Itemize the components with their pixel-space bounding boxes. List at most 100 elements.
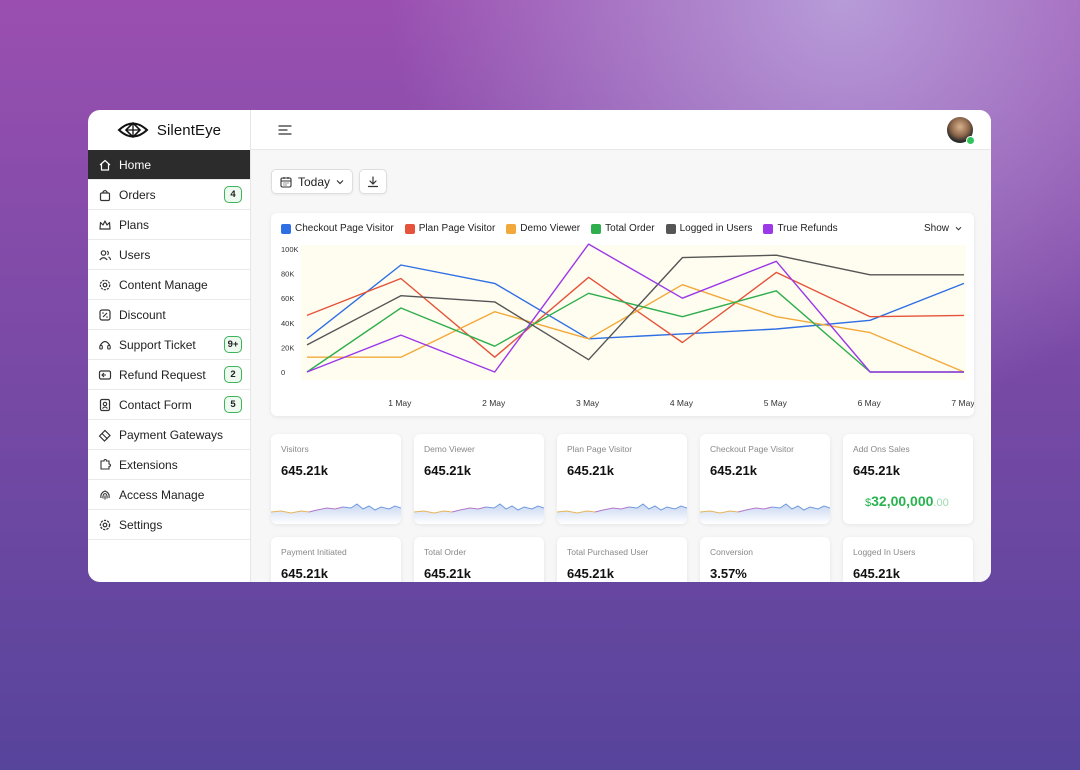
sidebar-item-content-manage[interactable]: Content Manage (88, 270, 250, 300)
legend-item[interactable]: True Refunds (763, 223, 838, 234)
legend-item[interactable]: Plan Page Visitor (404, 223, 495, 234)
sidebar-item-contact-form[interactable]: Contact Form 5 (88, 390, 250, 420)
sidebar-item-support-ticket[interactable]: Support Ticket 9+ (88, 330, 250, 360)
sidebar-item-label: Orders (119, 187, 156, 202)
calendar-icon (280, 176, 292, 188)
puzzle-icon (98, 458, 112, 472)
x-tick-label: 6 May (858, 398, 882, 408)
brand[interactable]: SilentEye (88, 110, 250, 150)
x-tick-label: 2 May (482, 398, 506, 408)
stat-label: Payment Initiated (281, 547, 347, 557)
sidebar-item-home[interactable]: Home (88, 150, 250, 180)
y-tick-label: 60K (281, 294, 294, 303)
y-tick-label: 20K (281, 343, 294, 352)
main-content: Today Checkout Page Visitor Plan Page Vis… (251, 110, 991, 582)
home-icon (98, 158, 112, 172)
legend-label: Demo Viewer (520, 223, 581, 234)
legend-swatch (281, 223, 291, 234)
y-tick-label: 40K (281, 319, 294, 328)
count-badge: 9+ (224, 336, 242, 353)
stat-value: 645.21k (567, 566, 614, 581)
download-button[interactable] (359, 169, 388, 194)
avatar[interactable] (947, 116, 975, 145)
stat-label: Total Order (424, 547, 467, 557)
series-line (306, 264, 965, 340)
sidebar-item-label: Home (119, 157, 152, 172)
stat-label: Add Ons Sales (853, 444, 910, 454)
sidebar-item-label: Payment Gateways (119, 427, 224, 442)
headset-icon (98, 338, 112, 352)
fingerprint-icon (98, 488, 112, 502)
gear-icon (98, 518, 112, 532)
legend-item[interactable]: Checkout Page Visitor (281, 223, 394, 234)
stat-card[interactable]: Demo Viewer 645.21k (414, 434, 544, 524)
legend-swatch (665, 223, 676, 234)
stat-value: 645.21k (853, 566, 900, 581)
stat-value: 3.57% (710, 566, 747, 581)
stat-label: Visitors (281, 444, 309, 454)
line-chart: 100K 80K 60K 40K 20K 0 1 May 2 May 3 May 4 May 5 M… (281, 243, 974, 408)
y-tick-label: 80K (281, 270, 294, 279)
count-badge: 5 (224, 396, 242, 413)
sidebar-item-payment-gateways[interactable]: Payment Gateways (88, 420, 250, 450)
sidebar-item-orders[interactable]: Orders 4 (88, 180, 250, 210)
stat-card[interactable]: Total Purchased User 645.21k (557, 537, 687, 582)
menu-icon[interactable] (278, 124, 292, 136)
count-badge: 4 (224, 186, 242, 203)
stat-card[interactable]: Logged In Users 645.21k (843, 537, 973, 582)
online-status-dot (966, 135, 975, 145)
stat-card[interactable]: Conversion 3.57% (700, 537, 830, 582)
stat-card[interactable]: Total Order 645.21k (414, 537, 544, 582)
sidebar-item-users[interactable]: Users (88, 240, 250, 270)
sidebar-item-label: Access Manage (119, 487, 205, 502)
legend-item[interactable]: Logged in Users (665, 223, 752, 234)
legend-item[interactable]: Demo Viewer (506, 223, 580, 234)
date-range-dropdown[interactable]: Today (271, 169, 354, 194)
sidebar-item-discount[interactable]: Discount (88, 300, 250, 330)
stat-label: Conversion (710, 547, 753, 557)
stat-label: Logged In Users (853, 547, 916, 557)
sidebar-item-extensions[interactable]: Extensions (88, 450, 250, 480)
stat-value: 645.21k (281, 566, 328, 581)
y-tick-label: 0 (281, 368, 285, 377)
series-line (306, 243, 964, 373)
legend-label: True Refunds (777, 223, 838, 234)
crown-icon (98, 218, 112, 232)
sidebar-item-label: Extensions (119, 457, 178, 472)
stat-card[interactable]: Add Ons Sales 645.21k $32,00,000.00 (843, 434, 973, 524)
sidebar-item-label: Plans (119, 217, 150, 232)
count-badge: 2 (224, 366, 242, 383)
x-tick-label: 5 May (764, 398, 788, 408)
refund-icon (98, 368, 112, 382)
amount-cents: .00 (933, 497, 949, 509)
x-tick-label: 3 May (576, 398, 600, 408)
legend-item[interactable]: Total Order (591, 223, 655, 234)
stat-card[interactable]: Plan Page Visitor 645.21k (557, 434, 687, 524)
show-dropdown[interactable]: Show (924, 223, 962, 234)
topbar (251, 110, 991, 150)
stat-card[interactable]: Payment Initiated 645.21k (271, 537, 401, 582)
sidebar-item-plans[interactable]: Plans (88, 210, 250, 240)
y-tick-label: 100K (281, 245, 299, 254)
chart-legend: Checkout Page Visitor Plan Page Visitor De… (281, 223, 838, 234)
series-line (306, 271, 965, 358)
stat-value: 645.21k (853, 463, 900, 478)
stat-label: Plan Page Visitor (567, 444, 633, 454)
series-line (307, 283, 965, 373)
stat-label: Checkout Page Visitor (710, 444, 794, 454)
stat-label: Total Purchased User (567, 547, 649, 557)
x-tick-label: 4 May (670, 398, 694, 408)
sidebar-item-label: Refund Request (119, 367, 206, 382)
card-icon (98, 428, 112, 442)
series-line (306, 254, 964, 361)
sidebar-item-access-manage[interactable]: Access Manage (88, 480, 250, 510)
sidebar-item-refund-request[interactable]: Refund Request 2 (88, 360, 250, 390)
toolbar: Today (271, 169, 388, 194)
stat-card[interactable]: Checkout Page Visitor 645.21k (700, 434, 830, 524)
legend-swatch (506, 223, 517, 234)
stat-value: 645.21k (424, 566, 471, 581)
stat-card[interactable]: Visitors 645.21k (271, 434, 401, 524)
x-tick-label: 7 May (951, 398, 974, 408)
sidebar-item-settings[interactable]: Settings (88, 510, 250, 540)
discount-icon (98, 308, 112, 322)
